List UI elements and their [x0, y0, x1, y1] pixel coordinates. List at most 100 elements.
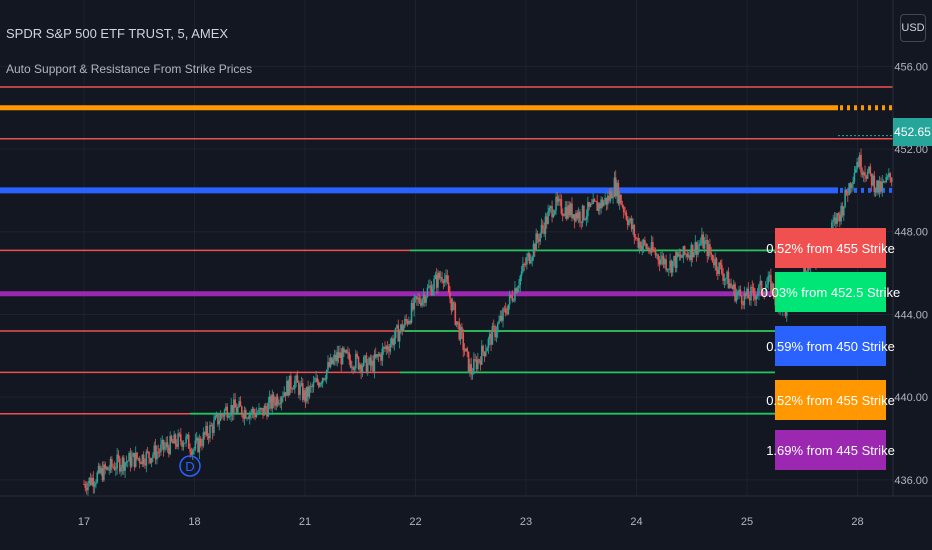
candle-body	[648, 247, 650, 252]
candle-body	[239, 401, 242, 407]
candle-body	[319, 383, 321, 387]
candle-body	[751, 286, 754, 288]
candle-body	[437, 272, 439, 288]
candle-body	[628, 220, 630, 225]
candle-body	[294, 380, 296, 389]
candle-body	[571, 203, 573, 219]
candle-body	[283, 392, 286, 397]
candle-body	[441, 277, 443, 282]
candle-body	[300, 383, 303, 386]
candle-body	[718, 262, 720, 274]
candle-body	[637, 238, 640, 248]
candle-body	[579, 211, 581, 222]
candle-body	[620, 194, 622, 205]
candle-body	[886, 176, 889, 178]
candle-body	[699, 243, 702, 245]
candle-body	[541, 225, 544, 228]
candle-body	[617, 182, 620, 204]
candle-body	[144, 463, 146, 466]
candle-body	[341, 348, 344, 365]
candle-body	[532, 243, 535, 258]
candle-body	[384, 347, 386, 349]
candle-body	[401, 324, 404, 332]
candle-body	[634, 236, 637, 238]
candle-body	[89, 477, 92, 485]
candle-body	[552, 213, 555, 218]
candle-body	[573, 214, 576, 222]
candle-body	[474, 359, 476, 361]
candle-body	[750, 286, 752, 301]
candle-body	[703, 241, 706, 249]
candle-body	[178, 433, 181, 435]
candle-body	[458, 322, 461, 340]
currency-button[interactable]: USD	[900, 14, 926, 42]
candle-body	[430, 285, 433, 296]
candle-body	[746, 288, 748, 297]
candle-body	[210, 425, 213, 426]
candle-body	[538, 239, 540, 242]
candle-body	[243, 410, 246, 419]
indicator-title[interactable]: Auto Support & Resistance From Strike Pr…	[6, 62, 253, 76]
candle-body	[347, 352, 349, 354]
candle-body	[717, 270, 719, 274]
candle-body	[491, 326, 494, 345]
candle-body	[442, 281, 445, 283]
candle-body	[597, 203, 600, 211]
candle-body	[593, 199, 596, 202]
candle-body	[340, 352, 343, 365]
candle-body	[247, 417, 250, 419]
candle-body	[686, 253, 689, 257]
candle-body	[697, 245, 699, 255]
candle-body	[528, 253, 531, 264]
candle-body	[267, 402, 270, 417]
candle-body	[282, 396, 284, 398]
candle-body	[439, 277, 442, 279]
candle-body	[316, 378, 319, 383]
candle-body	[394, 327, 397, 339]
candle-body	[512, 300, 515, 302]
candle-body	[111, 458, 113, 467]
candle-body	[719, 262, 722, 265]
candle-body	[109, 458, 112, 470]
candle-body	[526, 257, 528, 265]
candle-body	[170, 436, 173, 442]
candle-body	[557, 198, 560, 202]
candle-body	[670, 260, 673, 273]
candle-body	[857, 161, 860, 167]
candle-body	[760, 281, 763, 293]
candle-body	[157, 451, 160, 453]
price-tick-label: 444.00	[894, 309, 928, 321]
candle-body	[730, 283, 732, 287]
candle-body	[471, 373, 474, 375]
candle-body	[447, 282, 450, 293]
candle-body	[272, 394, 275, 403]
candle-body	[707, 244, 710, 257]
candle-body	[351, 366, 353, 368]
candle-body	[166, 442, 169, 448]
candle-body	[156, 451, 158, 460]
last-price-tag: 452.65	[893, 118, 932, 146]
candle-body	[626, 219, 629, 225]
candle-body	[298, 382, 300, 395]
candle-body	[507, 304, 510, 315]
candle-body	[833, 217, 836, 221]
candle-body	[585, 216, 588, 220]
candle-body	[568, 205, 571, 216]
time-tick-label: 17	[78, 516, 90, 528]
candle-body	[641, 245, 644, 251]
candle-body	[324, 379, 327, 381]
candle-body	[759, 281, 762, 285]
candle-body	[868, 166, 870, 172]
candle-body	[514, 288, 516, 301]
candle-body	[377, 354, 380, 356]
candle-body	[595, 201, 597, 202]
candle-body	[400, 324, 402, 332]
candle-body	[146, 451, 149, 453]
candle-body	[128, 452, 130, 462]
candle-body	[366, 363, 369, 373]
candle-body	[544, 216, 547, 234]
candle-body	[335, 354, 337, 362]
candle-body	[349, 359, 352, 368]
